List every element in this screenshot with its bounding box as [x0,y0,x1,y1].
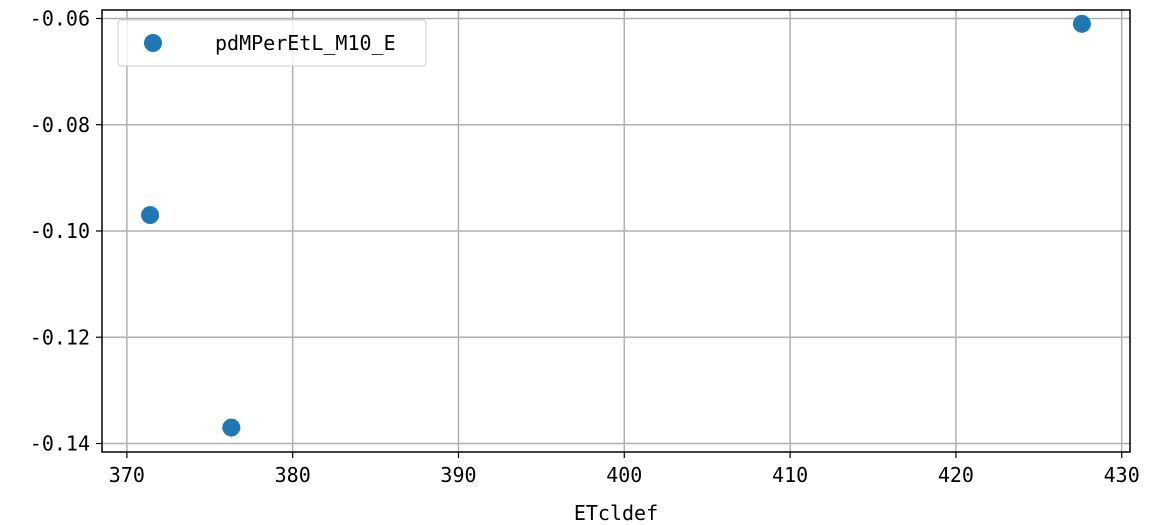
y-tick-label: -0.14 [30,432,90,456]
legend-marker [144,34,162,52]
axis-ticks: 370 380 390 400 410 420 430 -0.06 -0.08 -0.10 -0.1… [30,7,1140,488]
y-tick-label: -0.12 [30,325,90,349]
x-tick-label: 430 [1104,463,1140,487]
x-tick-label: 390 [440,463,476,487]
legend-entry: pdMPerEtL_M10_E [215,31,396,55]
legend: pdMPerEtL_M10_E [117,19,427,67]
x-axis-label: ETcldef [574,501,658,525]
data-point [222,418,241,437]
x-tick-label: 380 [275,463,311,487]
x-tick-label: 400 [606,463,642,487]
x-tick-label: 410 [772,463,808,487]
x-tick-label: 420 [938,463,974,487]
y-tick-label: -0.10 [30,219,90,243]
data-point [1072,14,1091,33]
x-tick-label: 370 [109,463,145,487]
y-tick-label: -0.08 [30,113,90,137]
legend-box [117,19,427,67]
y-tick-label: -0.06 [30,7,90,31]
grid-lines [102,10,1130,452]
data-point [141,206,160,225]
data-points [141,14,1091,437]
